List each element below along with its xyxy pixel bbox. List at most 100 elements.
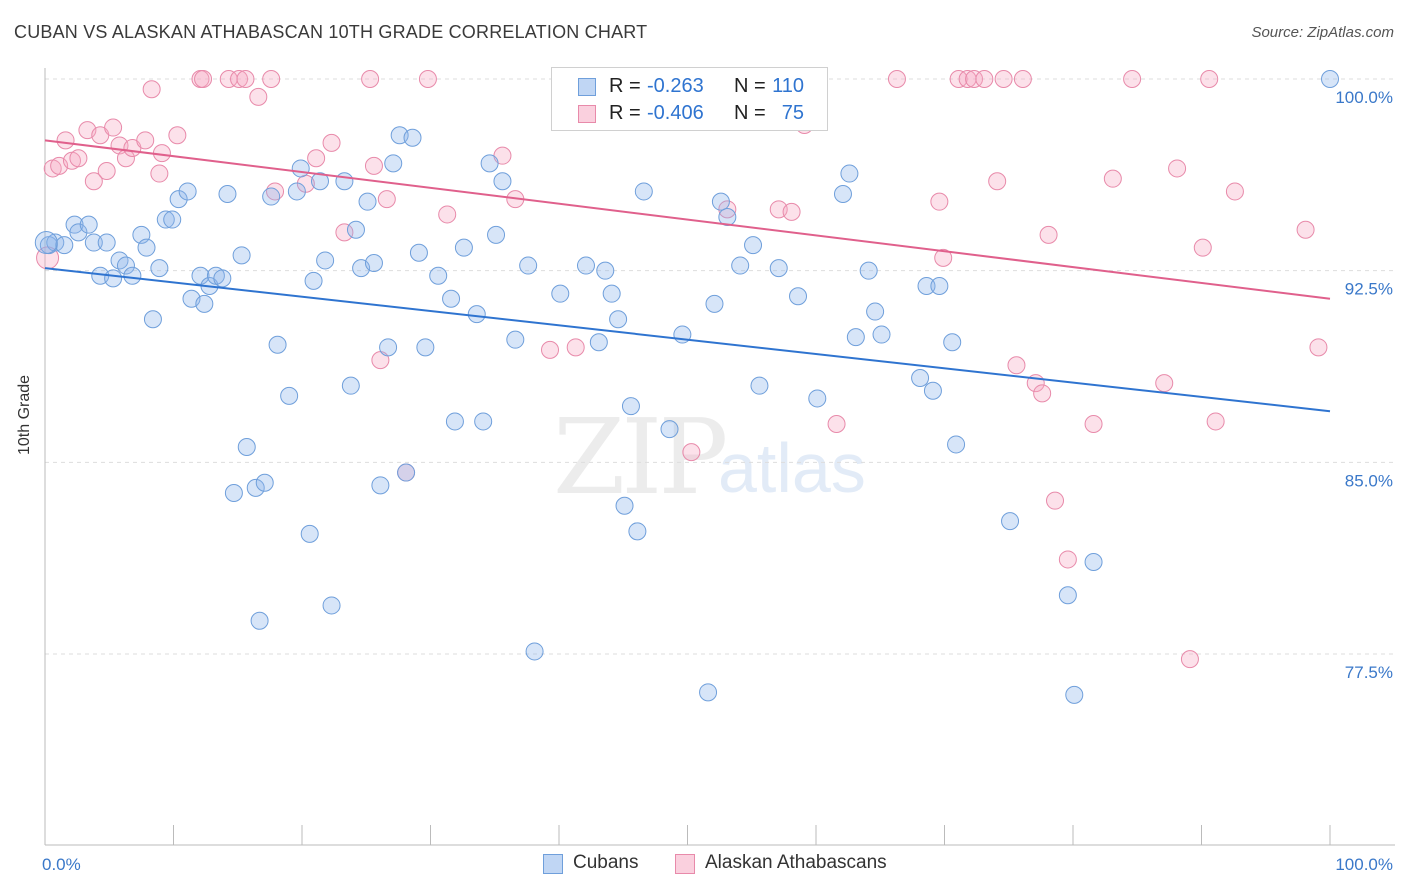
data-point-cubans bbox=[237, 438, 256, 456]
watermark-zip: ZIP bbox=[553, 396, 728, 518]
data-point-cubans bbox=[609, 310, 628, 329]
watermark-atlas: atlas bbox=[718, 429, 866, 507]
data-point-cubans bbox=[371, 476, 390, 495]
data-point-cubans bbox=[769, 259, 788, 278]
data-point-cubans bbox=[840, 164, 859, 183]
data-point-cubans bbox=[79, 215, 98, 234]
legend-row-cubans: R = -0.263 N = 110 bbox=[552, 75, 827, 101]
data-point-cubans bbox=[403, 128, 422, 147]
legend-r-label: R = bbox=[609, 75, 641, 97]
data-point-alaskan bbox=[1007, 356, 1026, 375]
data-point-cubans bbox=[859, 261, 878, 280]
data-point-alaskan bbox=[930, 192, 949, 211]
data-point-alaskan bbox=[97, 162, 116, 180]
data-point-alaskan bbox=[1225, 182, 1244, 201]
y-tick-label: 100.0% bbox=[1335, 88, 1393, 107]
data-point-cubans bbox=[911, 369, 930, 387]
data-point-cubans bbox=[416, 338, 435, 357]
data-point-cubans bbox=[364, 254, 383, 272]
data-point-cubans bbox=[1001, 512, 1020, 531]
data-point-alaskan bbox=[194, 70, 213, 88]
data-point-cubans bbox=[55, 236, 74, 255]
data-point-cubans bbox=[397, 463, 416, 482]
data-point-cubans bbox=[454, 238, 473, 257]
data-point-cubans bbox=[218, 185, 237, 203]
data-point-alaskan bbox=[1103, 169, 1122, 188]
data-point-cubans bbox=[163, 210, 182, 229]
data-point-cubans bbox=[1084, 553, 1103, 571]
data-point-alaskan bbox=[1206, 412, 1225, 431]
data-point-cubans bbox=[310, 172, 329, 191]
data-point-cubans bbox=[947, 435, 966, 454]
data-point-cubans bbox=[615, 496, 634, 515]
data-point-cubans bbox=[213, 269, 232, 288]
data-point-cubans bbox=[699, 683, 718, 702]
data-point-cubans bbox=[335, 172, 354, 191]
legend-r-value: -0.263 bbox=[647, 75, 704, 97]
data-point-cubans bbox=[519, 256, 538, 275]
data-point-alaskan bbox=[1309, 338, 1328, 357]
y-tick-label: 85.0% bbox=[1345, 471, 1393, 490]
data-point-cubans bbox=[123, 266, 142, 285]
data-point-cubans bbox=[232, 246, 251, 265]
legend-row-alaskan: R = -0.406 N = 75 bbox=[552, 102, 827, 128]
y-tick-label: 92.5% bbox=[1345, 280, 1393, 299]
data-point-alaskan bbox=[1180, 650, 1199, 669]
data-point-alaskan bbox=[418, 70, 437, 88]
data-point-cubans bbox=[34, 231, 58, 255]
data-point-cubans bbox=[304, 271, 323, 290]
data-point-cubans bbox=[474, 412, 493, 431]
legend: R = -0.263 N = 110 R = -0.406 N = 75 bbox=[551, 67, 828, 131]
data-point-cubans bbox=[1058, 586, 1077, 605]
legend-swatch-alaskan bbox=[578, 105, 596, 123]
data-point-cubans bbox=[467, 305, 486, 324]
data-point-alaskan bbox=[236, 70, 255, 88]
legend-n-value: 75 bbox=[781, 102, 804, 124]
data-point-alaskan bbox=[988, 172, 1007, 191]
data-point-cubans bbox=[156, 210, 175, 229]
data-point-cubans bbox=[744, 236, 763, 255]
data-point-cubans bbox=[589, 333, 608, 352]
data-point-alaskan bbox=[1046, 491, 1065, 510]
data-point-cubans bbox=[487, 225, 506, 244]
data-point-cubans bbox=[943, 333, 962, 352]
data-point-cubans bbox=[525, 642, 544, 661]
data-point-cubans bbox=[1321, 70, 1339, 88]
data-point-cubans bbox=[409, 243, 428, 262]
y-axis-label: 10th Grade bbox=[16, 374, 33, 455]
data-point-cubans bbox=[1065, 685, 1084, 704]
data-point-cubans bbox=[621, 397, 640, 416]
data-point-alaskan bbox=[965, 70, 984, 88]
legend-r-value: -0.406 bbox=[647, 102, 704, 124]
data-point-alaskan bbox=[887, 70, 906, 88]
data-point-cubans bbox=[576, 256, 595, 275]
legend-swatch-cubans bbox=[578, 78, 596, 96]
data-point-alaskan bbox=[1200, 70, 1219, 88]
data-point-alaskan bbox=[322, 133, 341, 152]
data-point-alaskan bbox=[682, 443, 701, 462]
data-point-cubans bbox=[808, 389, 827, 408]
data-point-alaskan bbox=[150, 164, 169, 183]
data-point-alaskan bbox=[377, 190, 396, 209]
data-point-alaskan bbox=[994, 70, 1013, 88]
data-point-cubans bbox=[660, 420, 679, 439]
data-point-alaskan bbox=[1155, 374, 1174, 393]
data-point-alaskan bbox=[1058, 550, 1077, 569]
data-point-cubans bbox=[930, 277, 949, 295]
data-point-alaskan bbox=[718, 200, 737, 219]
trend-line-alaskan bbox=[44, 139, 1331, 300]
data-point-cubans bbox=[634, 182, 653, 201]
data-point-cubans bbox=[268, 335, 287, 354]
data-point-cubans bbox=[246, 478, 265, 497]
data-point-cubans bbox=[137, 238, 156, 257]
data-point-cubans bbox=[866, 302, 885, 321]
data-point-cubans bbox=[84, 233, 103, 252]
legend-r-label: R = bbox=[609, 102, 641, 124]
data-point-cubans bbox=[872, 325, 891, 344]
data-point-cubans bbox=[280, 386, 299, 405]
data-point-cubans bbox=[250, 611, 269, 630]
data-point-alaskan bbox=[307, 149, 326, 168]
data-point-alaskan bbox=[364, 156, 383, 175]
bottom-legend: Cubans Alaskan Athabascans bbox=[0, 852, 1406, 878]
